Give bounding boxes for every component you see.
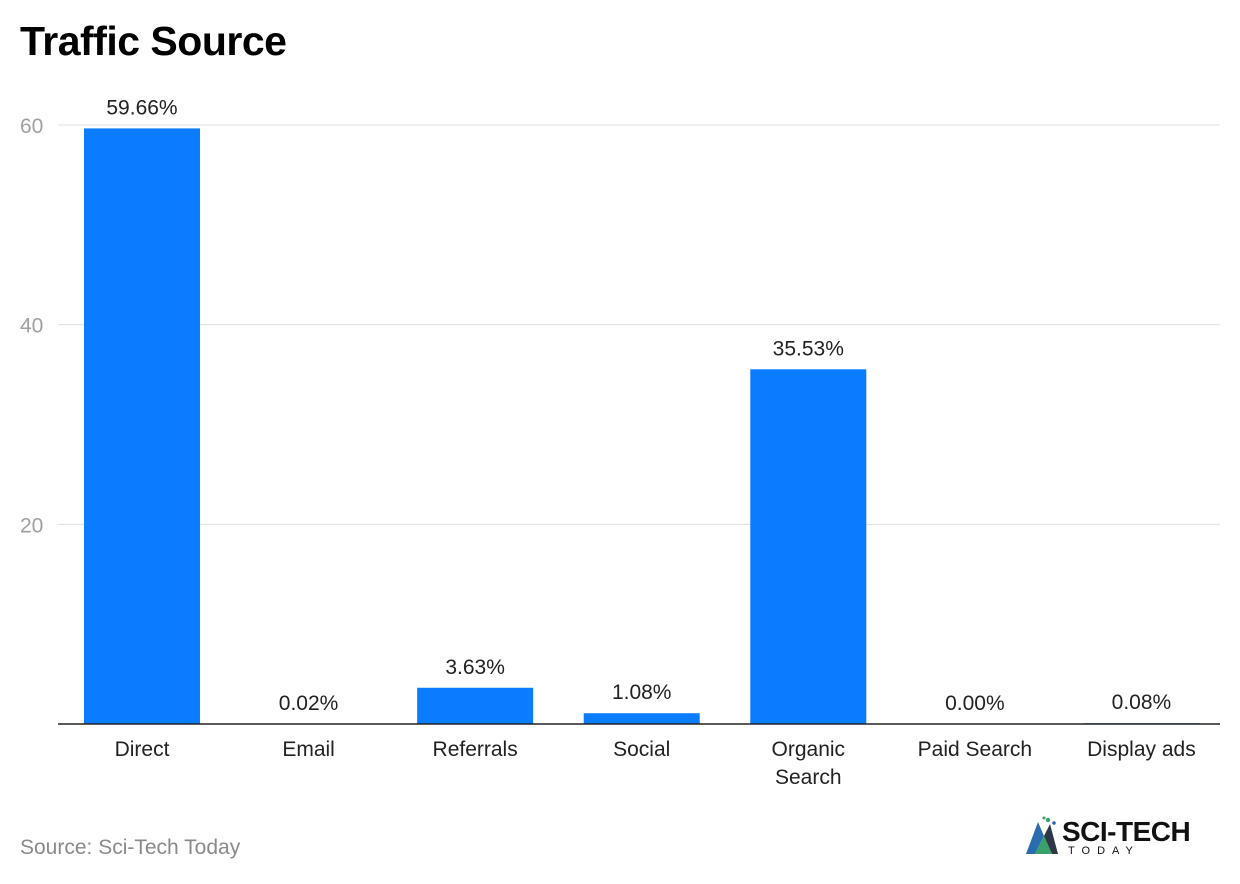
data-label: 0.08% [1112,691,1172,714]
bar [84,128,200,724]
brand-name: SCI-TECH [1062,816,1191,847]
bar [583,713,700,724]
bar-chart: 20 40 60 59.66% Direct 0.02% Email 3.63% Referra… [20,96,1220,789]
x-tick-label: Referrals [433,738,518,761]
brand-tagline: TODAY [1068,845,1140,857]
brand-logo: SCI-TECH TODAY [1024,814,1214,860]
x-tick-label: Search [775,766,842,789]
x-tick-label: Display ads [1087,738,1196,761]
chart-title: Traffic Source [20,18,287,64]
bar [417,687,534,724]
x-tick-label: Direct [115,738,170,761]
data-label: 0.00% [945,692,1005,715]
source-note: Source: Sci-Tech Today [20,836,241,859]
y-tick-label: 20 [20,514,43,537]
data-label: 1.08% [612,681,672,704]
data-label: 35.53% [773,337,844,360]
x-tick-label: Email [282,738,335,761]
sci-tech-logo-icon [1026,816,1058,854]
x-tick-label: Organic [772,738,846,761]
data-label: 0.02% [279,692,339,715]
data-label: 3.63% [445,656,505,679]
y-tick-label: 60 [20,115,43,138]
x-tick-label: Social [613,738,670,761]
data-label: 59.66% [106,96,177,119]
bar [750,369,867,724]
x-tick-label: Paid Search [918,738,1032,761]
y-tick-label: 40 [20,315,43,338]
